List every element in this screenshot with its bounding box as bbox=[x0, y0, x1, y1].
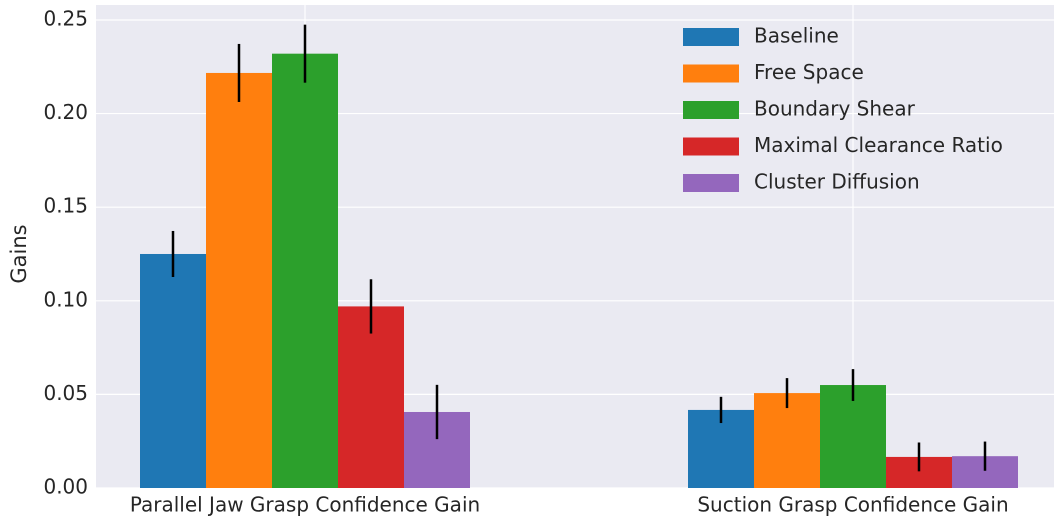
bar bbox=[140, 253, 206, 488]
bar bbox=[272, 53, 338, 489]
legend-label: Maximal Clearance Ratio bbox=[754, 133, 1003, 157]
bar bbox=[820, 385, 886, 488]
legend-label: Free Space bbox=[754, 60, 864, 84]
bar bbox=[206, 72, 272, 489]
legend-label: Cluster Diffusion bbox=[754, 170, 920, 194]
legend-swatch bbox=[683, 101, 739, 119]
bar bbox=[338, 306, 404, 488]
bar bbox=[754, 393, 820, 488]
legend-swatch bbox=[683, 64, 739, 83]
y-tick-label: 0.25 bbox=[43, 6, 88, 30]
y-tick-label: 0.15 bbox=[43, 194, 88, 218]
y-tick-label: 0.10 bbox=[43, 287, 88, 311]
legend-swatch bbox=[683, 137, 739, 156]
x-tick-label: Suction Grasp Confidence Gain bbox=[697, 493, 1008, 517]
y-tick-label: 0.05 bbox=[43, 381, 88, 405]
legend-swatch bbox=[683, 174, 739, 192]
legend-swatch bbox=[683, 28, 739, 46]
y-axis-label: Gains bbox=[7, 224, 31, 283]
legend-label: Baseline bbox=[754, 24, 839, 48]
y-tick-label: 0.00 bbox=[43, 475, 88, 499]
x-tick-label: Parallel Jaw Grasp Confidence Gain bbox=[130, 493, 480, 517]
y-tick-label: 0.20 bbox=[43, 100, 88, 124]
legend-label: Boundary Shear bbox=[754, 97, 916, 121]
